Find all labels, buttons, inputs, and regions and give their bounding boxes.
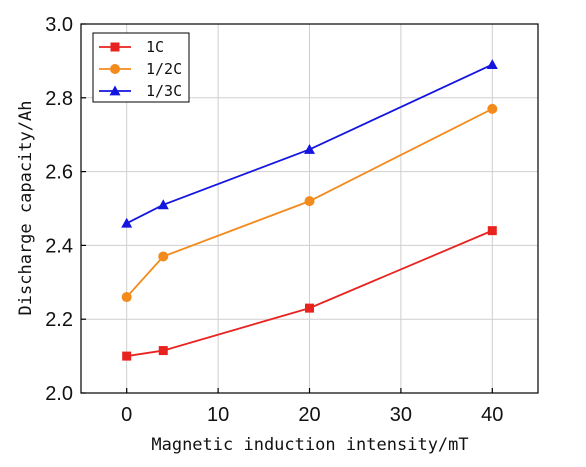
x-tick-label: 20 xyxy=(298,404,320,426)
x-tick-label: 0 xyxy=(121,404,132,426)
data-point-circle xyxy=(158,251,169,262)
data-point-circle xyxy=(121,292,132,303)
legend-label: 1C xyxy=(146,38,164,56)
data-point-triangle xyxy=(157,199,169,210)
series-line xyxy=(126,229,493,357)
x-tick-label: 10 xyxy=(207,404,229,426)
series-1-2c xyxy=(121,103,498,303)
y-tick-label: 3.0 xyxy=(45,14,73,36)
y-tick-label: 2.2 xyxy=(45,309,73,331)
x-axis-title: Magnetic induction intensity/mT xyxy=(151,435,468,455)
legend-entry: 1/2C xyxy=(99,60,182,78)
series-1-3c xyxy=(121,59,498,228)
data-point-circle xyxy=(487,103,498,114)
y-tick-label: 2.8 xyxy=(45,88,73,110)
data-point-triangle xyxy=(486,59,498,69)
data-point-square xyxy=(158,346,168,356)
data-point-triangle xyxy=(109,85,121,96)
series-1c xyxy=(122,226,497,361)
data-point-circle xyxy=(110,64,120,74)
data-point-square xyxy=(122,351,132,361)
y-axis-title: Discharge capacity/Ah xyxy=(16,101,36,316)
data-point-square xyxy=(487,226,497,236)
legend-entry: 1C xyxy=(99,38,164,56)
data-point-square xyxy=(110,42,120,52)
data-point-triangle xyxy=(121,217,133,228)
data-point-circle xyxy=(304,196,315,207)
data-point-triangle xyxy=(304,143,315,154)
y-tick-label: 2.4 xyxy=(45,235,73,257)
legend: 1C 1/2C 1/3C xyxy=(92,32,190,103)
grid xyxy=(81,24,538,393)
x-tick-label: 30 xyxy=(390,404,412,426)
data-point-square xyxy=(305,303,314,313)
series-lines xyxy=(121,59,498,361)
legend-label: 1/2C xyxy=(146,60,182,78)
legend-entry: 1/3C xyxy=(99,82,182,100)
axis-ticks: 0 10 20 30 40 2.0 2.2 2.4 2.6 2.8 3.0 xyxy=(45,14,503,426)
series-line xyxy=(126,108,493,298)
x-tick-label: 40 xyxy=(481,404,503,426)
legend-label: 1/3C xyxy=(146,82,182,100)
y-tick-label: 2.0 xyxy=(45,383,73,405)
y-tick-label: 2.6 xyxy=(45,162,73,184)
series-line xyxy=(126,63,493,225)
